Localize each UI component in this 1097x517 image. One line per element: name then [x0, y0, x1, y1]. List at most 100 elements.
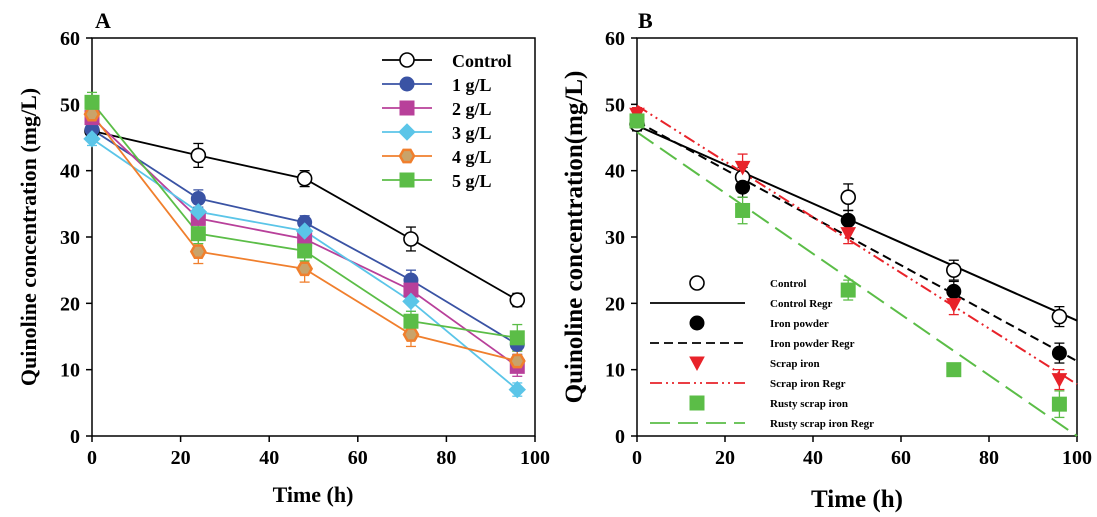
x-tick-label: 80 [436, 447, 456, 469]
point-4-g-l [83, 106, 101, 122]
panel-a-legend: Control 1 g/L 2 g/L 3 g/L 4 g/L 5 g/L [382, 51, 512, 191]
point-control [296, 170, 313, 187]
point-rusty-scrap-iron [735, 202, 751, 218]
y-tick-label: 40 [60, 161, 80, 183]
y-tick-label: 10 [605, 360, 625, 382]
point-3-g-l [295, 222, 314, 240]
point-control [945, 262, 962, 278]
panel-b-markers [629, 107, 1068, 412]
point-3-g-l [83, 130, 101, 148]
y-tick-label: 20 [605, 293, 625, 315]
point-4-g-l [402, 327, 420, 342]
panel-a-y-axis-title: Quinoline concentration (mg/L) [16, 88, 41, 386]
panel-b-x-axis-title: Time (h) [811, 486, 903, 513]
x-tick-label: 40 [259, 447, 279, 469]
legend-label-3-g-l: 3 g/L [452, 123, 492, 143]
point-5-g-l [509, 330, 525, 346]
legend-label-rusty-scrap-iron: Rusty scrap iron [770, 398, 848, 410]
y-tick-label: 10 [60, 360, 80, 382]
point-iron-powder [840, 212, 856, 228]
legend-label-control: Control [770, 278, 806, 290]
y-tick-label: 50 [60, 94, 80, 116]
legend-label-2-g-l: 2 g/L [452, 99, 492, 119]
point-scrap-iron [1051, 373, 1068, 388]
point-rusty-scrap-iron [946, 362, 962, 378]
legend-label-scrap-iron: Scrap iron [770, 358, 820, 370]
panel-b-label: B [638, 8, 653, 33]
legend-marker-control [399, 52, 415, 68]
point-5-g-l [84, 94, 100, 110]
legend-label-4-g-l: 4 g/L [452, 147, 492, 167]
legend-regr-label-rusty-scrap-iron: Rusty scrap iron Regr [770, 418, 874, 430]
y-tick-label: 30 [60, 227, 80, 249]
panel-b-regression-lines [636, 104, 1078, 437]
legend-regr-label-scrap-iron: Scrap iron Regr [770, 378, 846, 390]
point-4-g-l [189, 244, 207, 259]
point-control [1051, 308, 1068, 325]
point-iron-powder [946, 283, 962, 299]
point-4-g-l [296, 261, 314, 277]
point-rusty-scrap-iron [840, 282, 856, 298]
panel-a-label: A [95, 8, 111, 33]
legend-marker-control [689, 275, 705, 291]
point-control [509, 292, 526, 308]
x-tick-label: 40 [803, 447, 823, 469]
point-control [190, 147, 207, 164]
panel-b-legend: Control Control Regr Iron powder Iron powde… [650, 275, 874, 430]
point-3-g-l [189, 203, 208, 221]
point-rusty-scrap-iron [1051, 396, 1067, 412]
regression-line-control [636, 124, 1078, 322]
point-3-g-l [508, 380, 526, 399]
regression-line-rusty-scrap-iron [636, 131, 1078, 437]
x-tick-label: 0 [87, 447, 97, 469]
panel-a-markers [83, 94, 526, 399]
y-tick-label: 0 [615, 426, 625, 448]
y-tick-label: 30 [605, 227, 625, 249]
point-3-g-l [402, 292, 420, 311]
panel-b-y-axis-title: Quinoline concentration(mg/L) [561, 71, 588, 404]
point-control [403, 231, 419, 247]
legend-marker-rusty-scrap-iron [689, 395, 705, 411]
x-tick-label: 100 [1062, 447, 1092, 469]
legend-label-control: Control [452, 51, 512, 71]
legend-marker-scrap-iron [689, 356, 705, 372]
x-tick-label: 20 [171, 447, 191, 469]
point-scrap-iron [945, 298, 962, 313]
legend-marker-2-g-l [399, 100, 415, 116]
legend-marker-4-g-l [398, 148, 416, 164]
panel-b-error-bars [632, 107, 1065, 419]
panel-a: A 0 20 40 60 80 100 0 10 20 30 40 50 60 Time (h) Qui… [16, 8, 550, 507]
legend-regr-label-control: Control Regr [770, 298, 833, 310]
y-tick-label: 60 [60, 28, 80, 50]
point-rusty-scrap-iron [629, 113, 645, 129]
x-tick-label: 80 [979, 447, 999, 469]
point-iron-powder [1051, 345, 1067, 361]
legend-marker-1-g-l [399, 76, 415, 92]
panel-a-axes: 0 20 40 60 80 100 0 10 20 30 40 50 60 [60, 28, 550, 469]
panel-b: B 0 20 40 60 80 100 0 10 20 30 40 50 60 Time (h) Qui… [561, 8, 1092, 513]
legend-label-iron-powder: Iron powder [770, 318, 829, 330]
legend-label-5-g-l: 5 g/L [452, 171, 492, 191]
y-tick-label: 50 [605, 94, 625, 116]
point-4-g-l [508, 353, 526, 369]
point-iron-powder [735, 179, 751, 195]
y-tick-label: 40 [605, 161, 625, 183]
point-scrap-iron [734, 160, 751, 176]
y-tick-label: 20 [60, 293, 80, 315]
panel-b-axes: 0 20 40 60 80 100 0 10 20 30 40 50 60 [605, 28, 1092, 469]
x-tick-label: 100 [520, 447, 550, 469]
panel-a-x-axis-title: Time (h) [273, 482, 354, 507]
point-scrap-iron [840, 227, 857, 242]
x-tick-label: 60 [348, 447, 368, 469]
point-5-g-l [297, 243, 313, 259]
point-5-g-l [403, 313, 419, 329]
legend-marker-3-g-l [398, 123, 416, 141]
legend-label-1-g-l: 1 g/L [452, 75, 492, 95]
legend-regr-label-iron-powder: Iron powder Regr [770, 338, 855, 350]
point-5-g-l [190, 226, 206, 242]
regression-line-scrap-iron [636, 104, 1078, 386]
x-tick-label: 60 [891, 447, 911, 469]
y-tick-label: 0 [70, 426, 80, 448]
legend-marker-iron-powder [689, 315, 705, 331]
